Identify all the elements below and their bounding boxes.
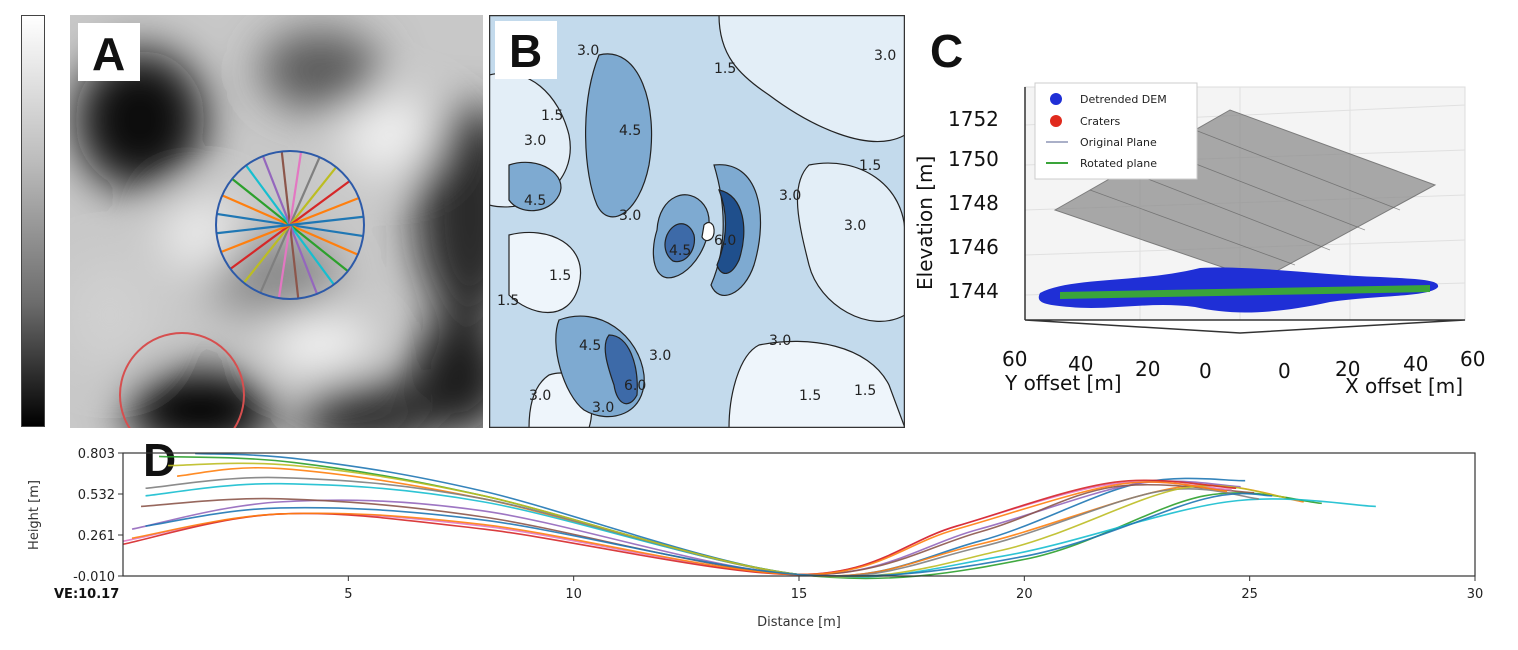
x-tick-label: 30 <box>1467 587 1484 602</box>
contour-label: 4.5 <box>619 123 641 139</box>
plot-frame <box>122 452 1476 577</box>
x-offset-tick: 40 <box>1403 352 1428 376</box>
profile-series-9 <box>168 462 1286 578</box>
x-offset-label: X offset [m] <box>1345 374 1463 398</box>
profile-series-11 <box>131 481 1228 576</box>
contour-label: 1.5 <box>854 383 876 399</box>
y-offset-tick: 40 <box>1068 352 1093 376</box>
contour-label: 3.0 <box>619 208 641 224</box>
crater-rim-circle <box>215 150 365 300</box>
y-tick-label: 0.532 <box>78 488 115 503</box>
contour-label: 4.5 <box>579 338 601 354</box>
y-offset-tick: 0 <box>1199 359 1212 383</box>
panel-b-letter: B <box>509 25 542 77</box>
y-tick-label: 0.803 <box>78 447 115 462</box>
panel-c-letter: C <box>930 25 963 77</box>
legend-original-plane-label: Original Plane <box>1080 136 1157 149</box>
contour-label: 3.0 <box>844 218 866 234</box>
panel-d-letter: D <box>143 435 176 486</box>
x-tick-label: 15 <box>791 587 808 602</box>
contour-label: 1.5 <box>799 388 821 404</box>
contour-label: 3.0 <box>649 348 671 364</box>
x-tick-label: 10 <box>565 587 582 602</box>
x-tick-label: 5 <box>344 587 352 602</box>
y-tick-label: 0.261 <box>78 529 115 544</box>
legend-dem-label: Detrended DEM <box>1080 93 1167 106</box>
colorbar <box>21 15 45 427</box>
profile-line <box>216 215 364 235</box>
crater-profile-lines <box>216 151 364 299</box>
contour-label: 3.0 <box>529 388 551 404</box>
contour-label: 1.5 <box>497 293 519 309</box>
panel-d-profile-chart: D 5 10 15 20 25 30 0.803 0.532 0.261 -0.010 VE:10… <box>27 435 1483 630</box>
z-tick: 1752 <box>948 107 999 131</box>
z-tick: 1750 <box>948 147 999 171</box>
y-tick-label: -0.010 <box>73 570 115 585</box>
y-offset-label: Y offset [m] <box>1004 371 1122 395</box>
d-series <box>122 452 1376 580</box>
panel-a-letter: A <box>92 28 125 80</box>
ve-annotation: VE:10.17 <box>54 587 119 602</box>
x-offset-tick: 0 <box>1278 359 1291 383</box>
contour-label: 1.5 <box>549 268 571 284</box>
contour-label: 3.0 <box>779 188 801 204</box>
x-tick-label: 25 <box>1241 587 1258 602</box>
contour-label: 4.5 <box>669 243 691 259</box>
legend-dem-marker <box>1050 93 1062 105</box>
contour-label: 4.5 <box>524 193 546 209</box>
legend-craters-label: Craters <box>1080 115 1121 128</box>
z-tick: 1746 <box>948 235 999 259</box>
y-offset-tick: 60 <box>1002 347 1027 371</box>
panel-c-3d-plot: C Detrended DEM Craters Original Plane R… <box>913 25 1485 398</box>
contour-label: 3.0 <box>874 48 896 64</box>
d-ticks: 5 10 15 20 25 30 0.803 0.532 0.261 -0.010 <box>73 447 1483 602</box>
contour-label: 3.0 <box>592 400 614 416</box>
z-tick: 1744 <box>948 279 999 303</box>
contour-label: 3.0 <box>577 43 599 59</box>
panel-b-contour: B 3.0 1.5 1.5 3.0 4.5 4.5 3.0 4.5 6.0 3.… <box>489 15 905 428</box>
rotated-plane <box>1060 285 1430 299</box>
contour-label: 6.0 <box>714 233 736 249</box>
x-tick-label: 20 <box>1016 587 1033 602</box>
contour-label: 1.5 <box>541 108 563 124</box>
elevation-axis-label: Elevation [m] <box>913 156 937 290</box>
legend-craters-marker <box>1050 115 1062 127</box>
panel-b-letter-box <box>495 21 557 79</box>
contour-label: 3.0 <box>524 133 546 149</box>
legend-rotated-plane-label: Rotated plane <box>1080 157 1157 170</box>
panel-a-hillshade: A <box>70 15 483 428</box>
y-offset-tick: 20 <box>1135 357 1160 381</box>
contour-label: 1.5 <box>714 61 736 77</box>
profile-series-12 <box>145 492 1273 577</box>
neighbor-crater-circle <box>119 332 245 428</box>
x-axis-label: Distance [m] <box>757 615 841 630</box>
x-offset-tick: 60 <box>1460 347 1485 371</box>
x-offset-tick: 20 <box>1335 357 1360 381</box>
contour-label: 1.5 <box>859 158 881 174</box>
z-tick: 1748 <box>948 191 999 215</box>
y-axis-label: Height [m] <box>27 480 42 550</box>
contour-label: 3.0 <box>769 333 791 349</box>
panel-a-letter-box <box>78 23 140 81</box>
original-plane-mesh <box>1089 129 1401 266</box>
profile-series-4 <box>145 482 1376 579</box>
contour-label: 6.0 <box>624 378 646 394</box>
